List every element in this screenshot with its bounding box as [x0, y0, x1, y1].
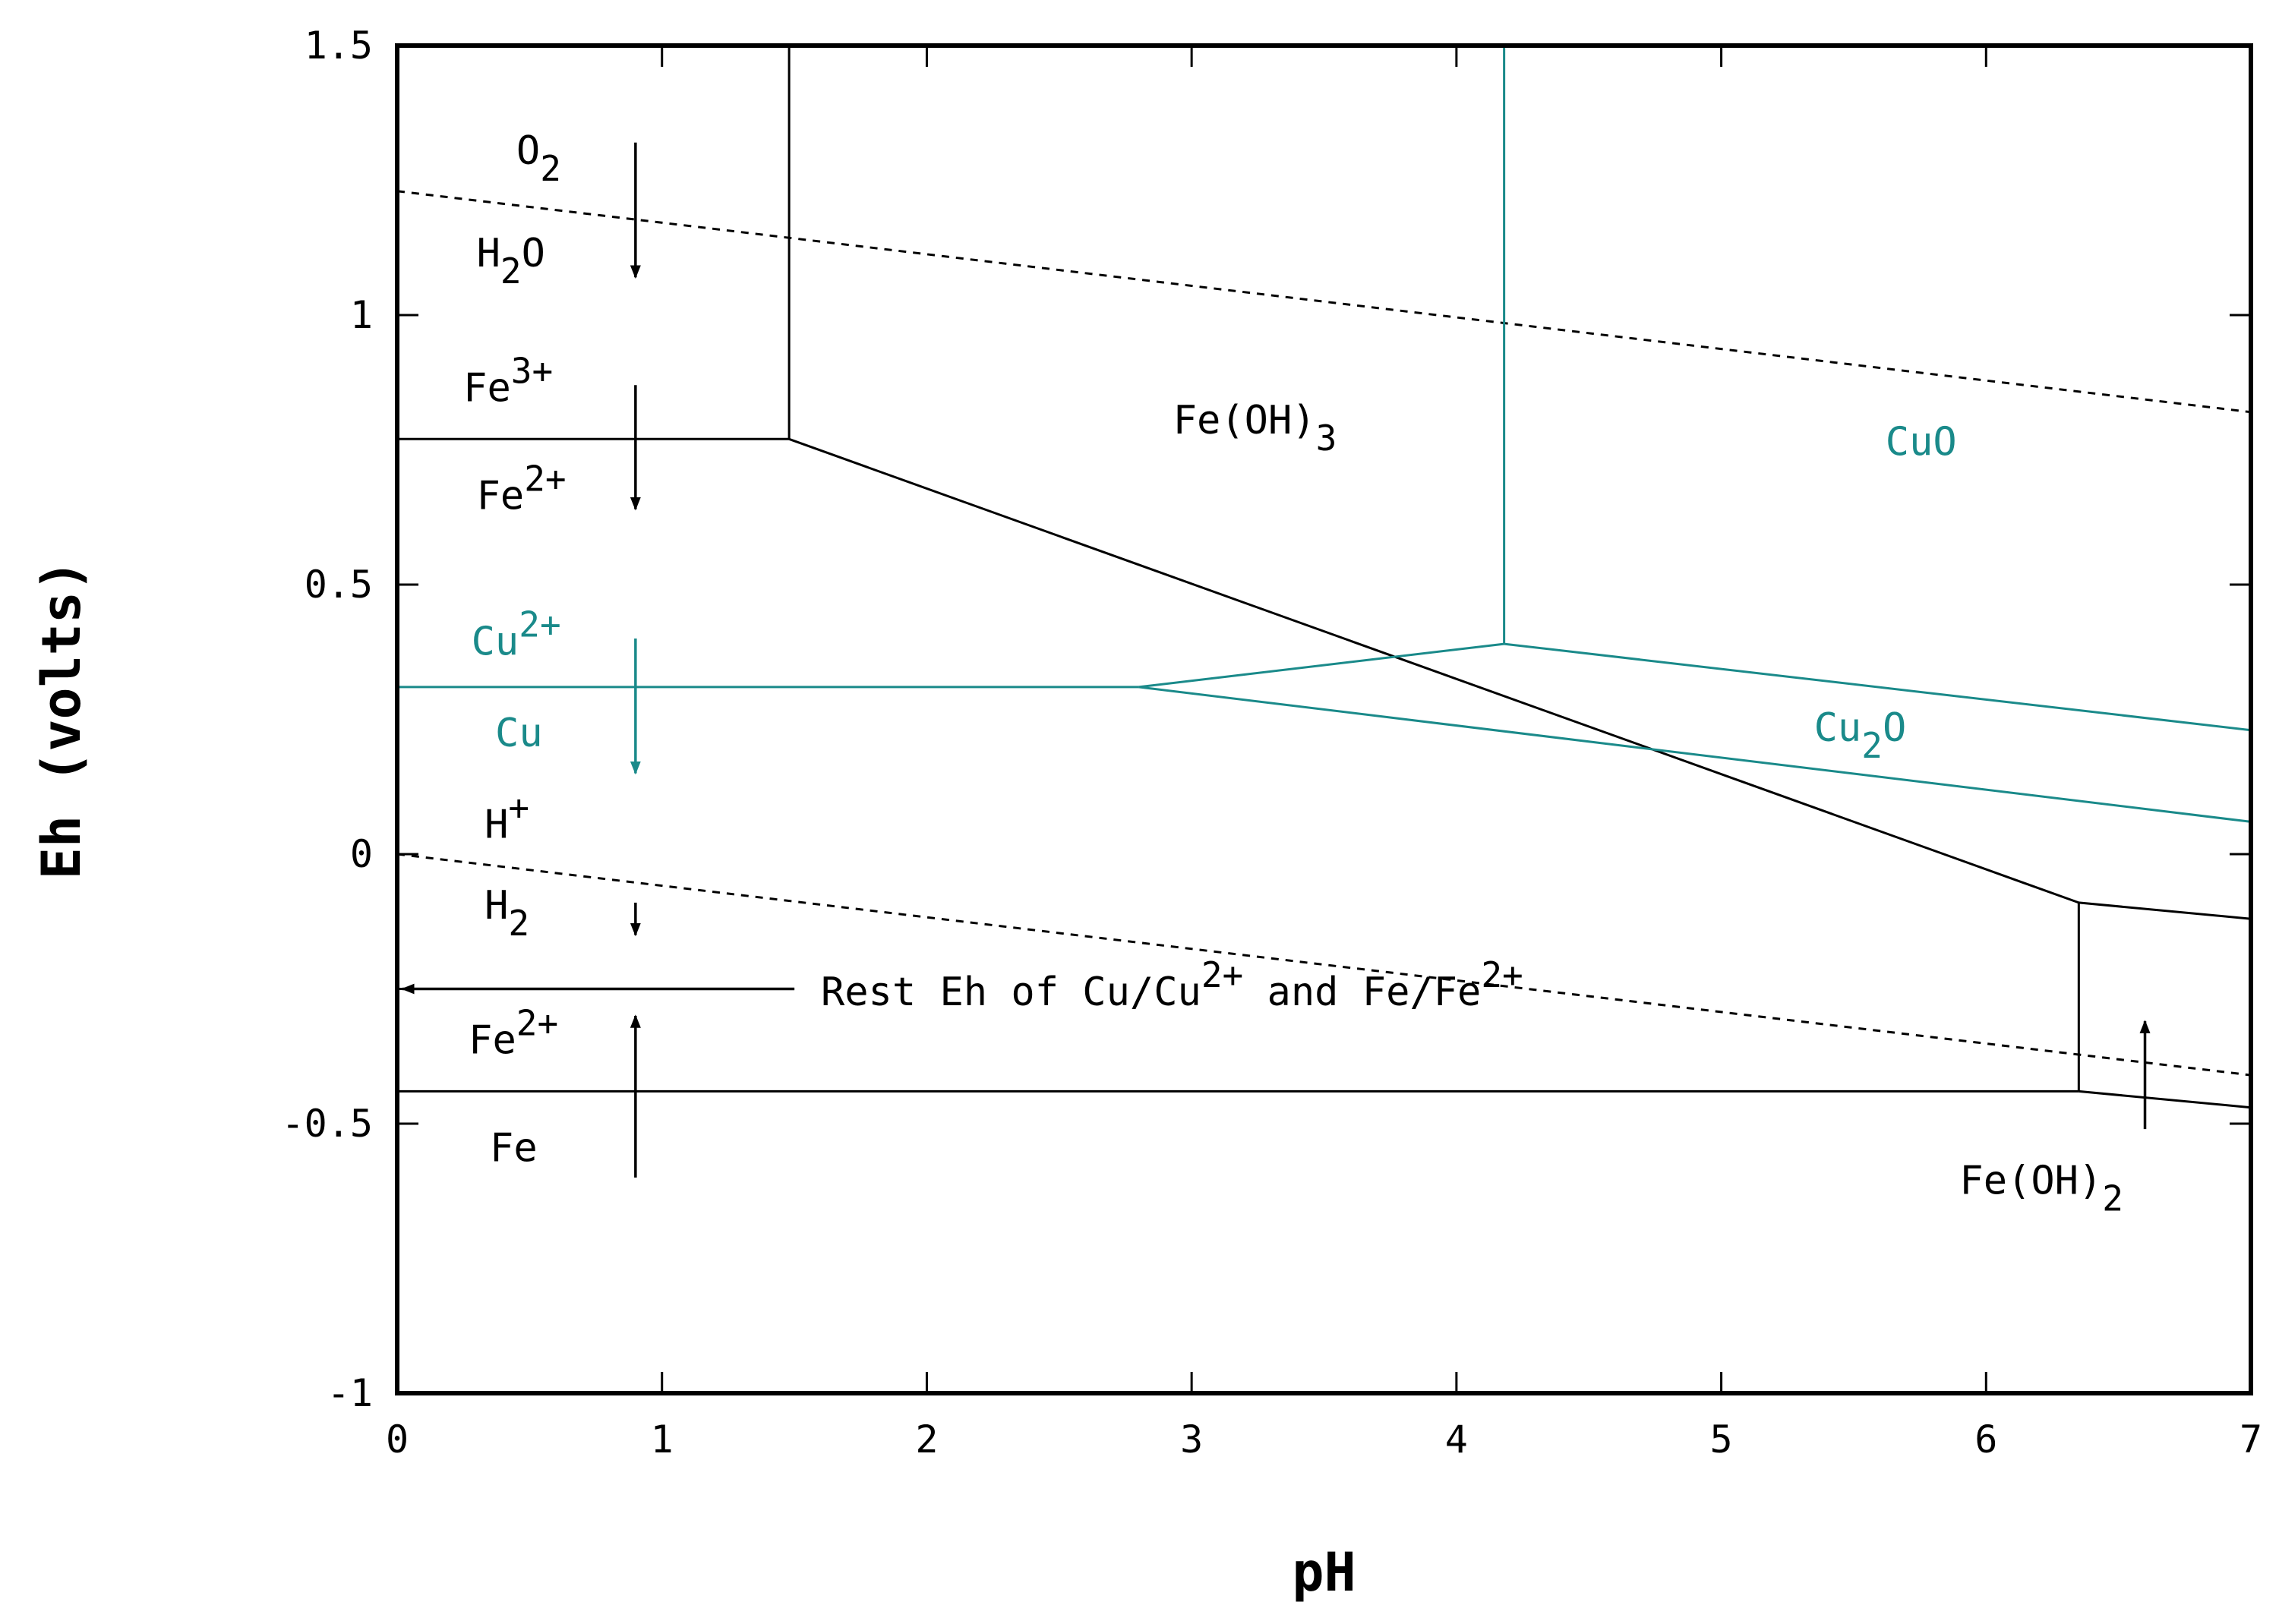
x-tick-label: 6 [1974, 1417, 1997, 1462]
ticks-layer: 0 1 2 3 4 5 6 7 -1 -0.5 0 0.5 1 1.5 [282, 24, 2262, 1462]
region-label-9: Fe [490, 1126, 538, 1171]
series-line-10 [1138, 642, 1504, 689]
region-label-1: H2O [477, 231, 545, 292]
region-label-4: Cu2+ [472, 604, 561, 664]
x-tick-label: 2 [915, 1417, 938, 1462]
region-label-13: Fe(OH)2 [1959, 1158, 2123, 1219]
region-label-11: CuO [1886, 420, 1957, 465]
region-label-2: Fe3+ [463, 351, 553, 412]
series-line-5 [2079, 901, 2252, 920]
region-label-0: O2 [516, 128, 561, 189]
region-label-12: Cu2O [1814, 705, 1907, 766]
series-line-8 [2079, 1089, 2252, 1109]
y-tick-label: -1 [327, 1371, 373, 1415]
x-tick-label: 1 [651, 1417, 674, 1462]
y-tick-label: 0 [350, 832, 373, 876]
region-label-14: Rest Eh of Cu/Cu2+ and Fe/Fe2+ [821, 954, 1523, 1015]
region-label-5: Cu [495, 711, 543, 756]
series-line-1 [396, 853, 2252, 1077]
series-line-12 [1504, 642, 2252, 732]
series-line-0 [396, 190, 2252, 414]
series-line-4 [788, 437, 2079, 904]
y-tick-label: 1.5 [305, 24, 373, 68]
region-label-7: H2 [485, 883, 529, 944]
x-tick-label: 7 [2240, 1417, 2262, 1462]
series-line-13 [1138, 686, 2252, 823]
region-label-6: H+ [485, 787, 529, 848]
y-tick-label: 1 [350, 293, 373, 337]
x-tick-label: 3 [1180, 1417, 1203, 1462]
region-label-3: Fe2+ [477, 459, 567, 519]
data-layer [396, 46, 2252, 1178]
annotation-layer: O2 H2O Fe3+ Fe2+ Cu2+ Cu H+ H2 Fe2+ Fe Fe(OH)3 CuO C… [463, 128, 2123, 1219]
y-tick-label: -0.5 [282, 1102, 373, 1146]
y-axis-label: Eh (volts) [30, 560, 93, 879]
plot-frame [395, 43, 2253, 1395]
region-label-8: Fe2+ [469, 1003, 558, 1064]
region-label-10: Fe(OH)3 [1173, 398, 1337, 459]
x-tick-label: 5 [1710, 1417, 1733, 1462]
y-tick-label: 0.5 [305, 563, 373, 607]
x-tick-label: 0 [386, 1417, 409, 1462]
x-axis-label: pH [1292, 1541, 1356, 1604]
x-tick-label: 4 [1445, 1417, 1468, 1462]
